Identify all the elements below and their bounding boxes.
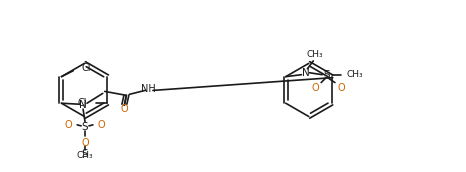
Text: O: O bbox=[98, 120, 106, 130]
Text: S: S bbox=[82, 149, 89, 159]
Text: Cl: Cl bbox=[77, 98, 87, 108]
Text: O: O bbox=[121, 104, 128, 114]
Text: S: S bbox=[324, 70, 330, 80]
Text: NH: NH bbox=[141, 84, 155, 94]
Text: O: O bbox=[81, 138, 89, 148]
Text: N: N bbox=[79, 100, 87, 110]
Text: O: O bbox=[64, 120, 72, 130]
Text: S: S bbox=[82, 122, 89, 132]
Text: O: O bbox=[337, 83, 345, 93]
Text: Cl: Cl bbox=[81, 63, 90, 73]
Text: O: O bbox=[311, 83, 319, 93]
Text: N: N bbox=[302, 68, 309, 78]
Text: CH₃: CH₃ bbox=[346, 70, 363, 79]
Text: CH₃: CH₃ bbox=[307, 50, 323, 58]
Text: CH₃: CH₃ bbox=[77, 151, 93, 160]
